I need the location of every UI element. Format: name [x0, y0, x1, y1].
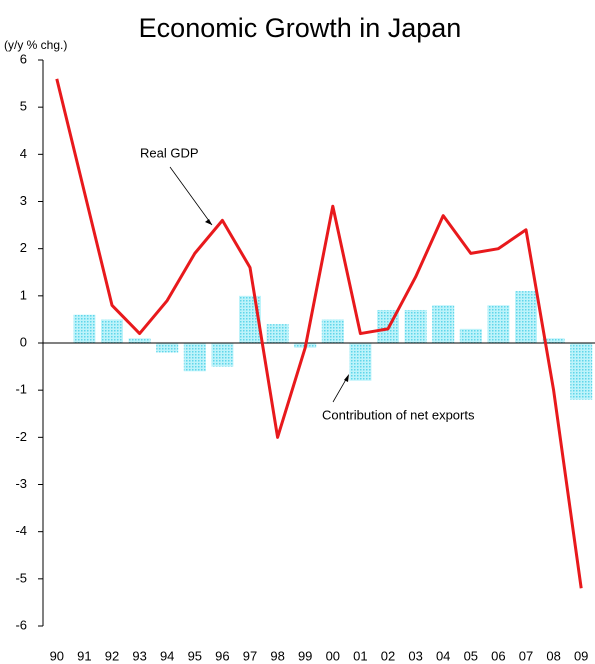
y-tick-label: -5 [15, 570, 27, 585]
bar [156, 343, 179, 353]
x-tick-label: 00 [326, 648, 340, 663]
x-tick-label: 91 [77, 648, 91, 663]
y-tick-label: 1 [20, 287, 27, 302]
arrow-head [344, 374, 349, 382]
x-tick-label: 02 [381, 648, 395, 663]
x-tick-label: 06 [491, 648, 505, 663]
x-tick-label: 09 [574, 648, 588, 663]
y-tick-label: 5 [20, 99, 27, 114]
bar [570, 343, 593, 400]
bar [266, 324, 289, 343]
arrow-head [205, 219, 212, 225]
bar [349, 343, 372, 381]
y-tick-label: 4 [20, 146, 27, 161]
x-tick-label: 03 [408, 648, 422, 663]
y-tick-label: 0 [20, 334, 27, 349]
bar [515, 291, 537, 343]
y-tick-label: 2 [20, 240, 27, 255]
annotation: Contribution of net exports [322, 407, 475, 422]
x-tick-label: 94 [160, 648, 174, 663]
y-tick-label: -3 [15, 476, 27, 491]
y-tick-label: -2 [15, 429, 27, 444]
bar [432, 305, 455, 343]
annotation: Real GDP [140, 145, 199, 160]
x-tick-label: 05 [464, 648, 478, 663]
x-tick-label: 08 [546, 648, 560, 663]
bar [404, 309, 427, 343]
x-tick-label: 98 [270, 648, 284, 663]
x-tick-label: 97 [243, 648, 257, 663]
y-tick-label: 3 [20, 193, 27, 208]
line [55, 78, 583, 589]
bar [487, 305, 510, 343]
x-tick-label: 99 [298, 648, 312, 663]
bar [73, 314, 96, 343]
annotation-arrow [169, 166, 213, 226]
bar [542, 338, 565, 343]
x-tick-label: 96 [215, 648, 229, 663]
x-tick-label: 95 [188, 648, 202, 663]
x-tick-label: 07 [519, 648, 533, 663]
bar [128, 338, 151, 343]
y-tick-label: -1 [15, 382, 27, 397]
x-tick-label: 93 [132, 648, 146, 663]
y-tick-label: -6 [15, 617, 27, 632]
y-axis-label: (y/y % chg.) [4, 38, 67, 52]
x-tick-label: 92 [105, 648, 119, 663]
y-tick-label: -4 [15, 523, 27, 538]
y-tick-label: 6 [20, 51, 27, 66]
bar [321, 319, 344, 343]
x-tick-label: 90 [50, 648, 64, 663]
bar [459, 328, 482, 343]
chart-title: Economic Growth in Japan [139, 13, 462, 43]
x-tick-label: 01 [353, 648, 367, 663]
bar [211, 343, 234, 367]
bar [101, 319, 123, 343]
bar [183, 343, 206, 372]
x-tick-label: 04 [436, 648, 450, 663]
